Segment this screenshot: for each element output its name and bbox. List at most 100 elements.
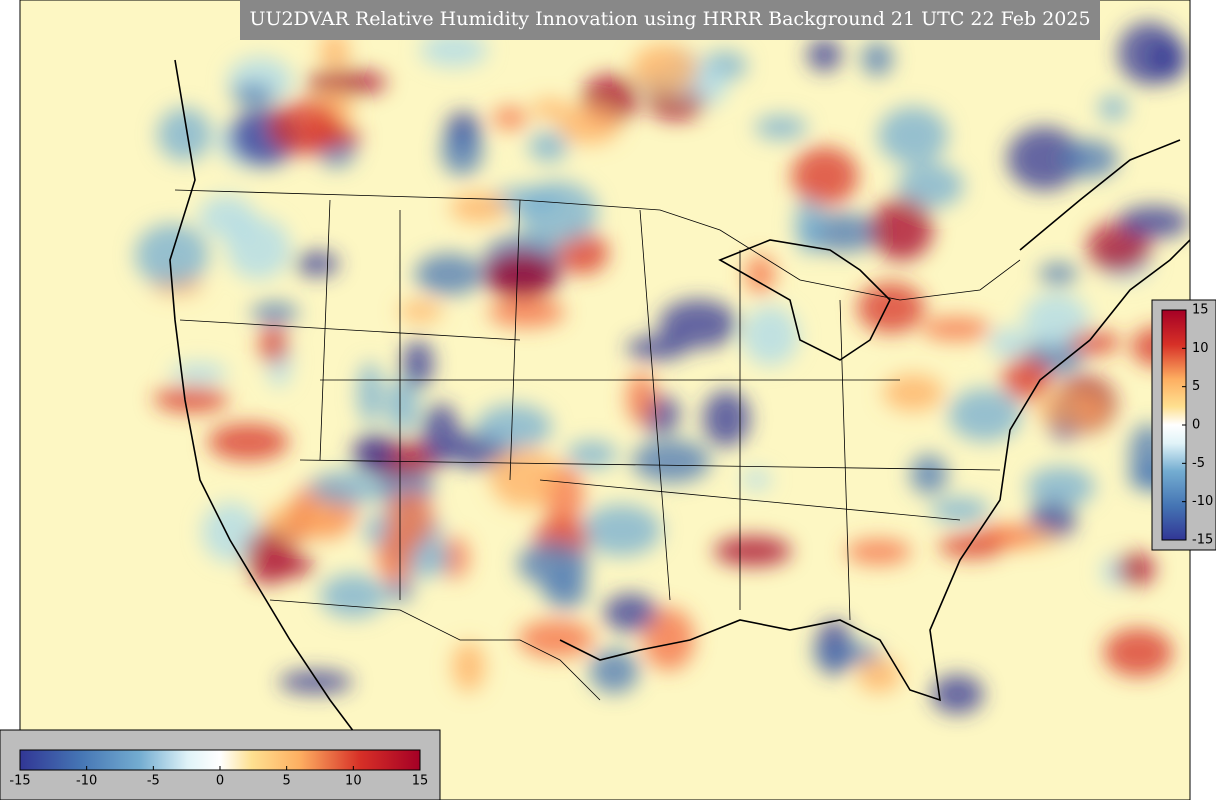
- field-blob: [449, 193, 508, 223]
- colorbar-tick-label: -10: [1192, 494, 1213, 509]
- field-blob: [153, 385, 229, 413]
- field-blob: [1029, 498, 1076, 540]
- colorbar-tick-label: 15: [1192, 303, 1209, 318]
- field-blob: [207, 423, 290, 461]
- field-blob: [845, 538, 912, 565]
- field-blob: [420, 32, 488, 68]
- us-canada-border: [174, 189, 1021, 301]
- field-blob: [1036, 392, 1107, 428]
- field-blob: [1038, 262, 1078, 286]
- field-blob: [528, 131, 568, 162]
- colorbar-tick-label: -10: [76, 774, 97, 789]
- field-blob: [485, 251, 559, 299]
- field-blob: [930, 497, 990, 523]
- field-blob: [1007, 126, 1082, 191]
- field-blob: [201, 502, 260, 562]
- field-blob: [352, 433, 395, 473]
- field-blob: [298, 126, 363, 147]
- field-blob: [754, 115, 808, 140]
- field-blob: [251, 302, 299, 324]
- field-blob: [921, 316, 992, 341]
- field-blob: [320, 574, 387, 618]
- field-blob: [488, 297, 565, 328]
- field-blob: [702, 390, 751, 447]
- colorbar-tick-label: -5: [1192, 456, 1205, 471]
- colorbar-tick-label: 15: [412, 774, 429, 789]
- field-blob: [1001, 355, 1052, 401]
- field-blob: [170, 362, 228, 384]
- field-blob: [517, 541, 590, 587]
- gulf-east-coast: [559, 239, 1190, 702]
- field-blob: [626, 335, 688, 361]
- west-coast: [169, 59, 361, 741]
- state-lines: [179, 199, 1001, 621]
- field-blob: [518, 181, 598, 244]
- field-blob: [693, 63, 728, 105]
- field-blob: [231, 83, 274, 106]
- field-blob: [631, 439, 711, 483]
- field-blob: [938, 534, 1005, 559]
- field-blob: [1026, 466, 1095, 508]
- field-blob: [878, 106, 949, 165]
- field-blob: [745, 254, 776, 295]
- field-blob: [566, 440, 618, 469]
- colorbar-tick-label: 0: [1192, 418, 1200, 433]
- chart-title: UU2DVAR Relative Humidity Innovation usi…: [249, 8, 1090, 30]
- field-blob: [603, 593, 658, 632]
- field-blob: [897, 163, 964, 209]
- field-blob: [295, 251, 339, 277]
- field-blob: [910, 454, 948, 495]
- field-blob: [440, 127, 483, 176]
- coastlines: [169, 59, 1190, 741]
- field-blob: [476, 404, 552, 450]
- field-blob: [631, 43, 698, 95]
- field-blob: [812, 643, 882, 665]
- field-blob: [741, 469, 772, 490]
- field-blob: [1063, 139, 1118, 179]
- colorbar-tick-label: -5: [147, 774, 160, 789]
- field-blob: [422, 403, 460, 465]
- field-blob: [556, 231, 609, 275]
- colorbar-tick-label: 10: [345, 774, 362, 789]
- field-blob: [386, 491, 434, 549]
- field-blob: [263, 504, 345, 537]
- field-blob: [791, 146, 859, 206]
- field-blob: [857, 282, 925, 334]
- field-blob: [305, 69, 388, 96]
- colorbar-tick-label: 0: [216, 774, 224, 789]
- field-blob: [856, 657, 901, 693]
- field-blob: [440, 536, 469, 579]
- field-blob: [557, 105, 621, 145]
- field-blob: [626, 372, 657, 425]
- field-blob: [398, 300, 443, 322]
- field-blob: [882, 374, 944, 412]
- us-mexico-border: [269, 599, 601, 701]
- field-blob: [1069, 330, 1120, 355]
- field-blob: [402, 339, 434, 388]
- field-blob: [357, 361, 383, 425]
- field-blob: [492, 106, 528, 130]
- field-blob: [1117, 552, 1155, 586]
- field-blob: [198, 195, 255, 239]
- field-blob: [385, 378, 420, 433]
- field-blob: [278, 670, 353, 694]
- borders: [174, 189, 1021, 701]
- field-blob: [490, 447, 560, 508]
- colorbar-tick-label: -15: [9, 774, 30, 789]
- field-blob: [415, 253, 483, 296]
- title-box: [240, 0, 1100, 40]
- field-blob: [931, 674, 984, 715]
- field-blob: [806, 38, 842, 72]
- field-blob: [157, 107, 212, 162]
- field-blob: [244, 528, 294, 585]
- field-blob: [452, 641, 486, 692]
- colorbar-tick-label: 10: [1192, 341, 1209, 356]
- field-blob: [713, 536, 792, 567]
- field-blob: [259, 325, 288, 364]
- field-blob: [581, 504, 662, 557]
- field-blob: [319, 31, 350, 70]
- field-blob: [742, 305, 799, 366]
- field-blob: [861, 41, 893, 76]
- field-blob: [948, 388, 1022, 442]
